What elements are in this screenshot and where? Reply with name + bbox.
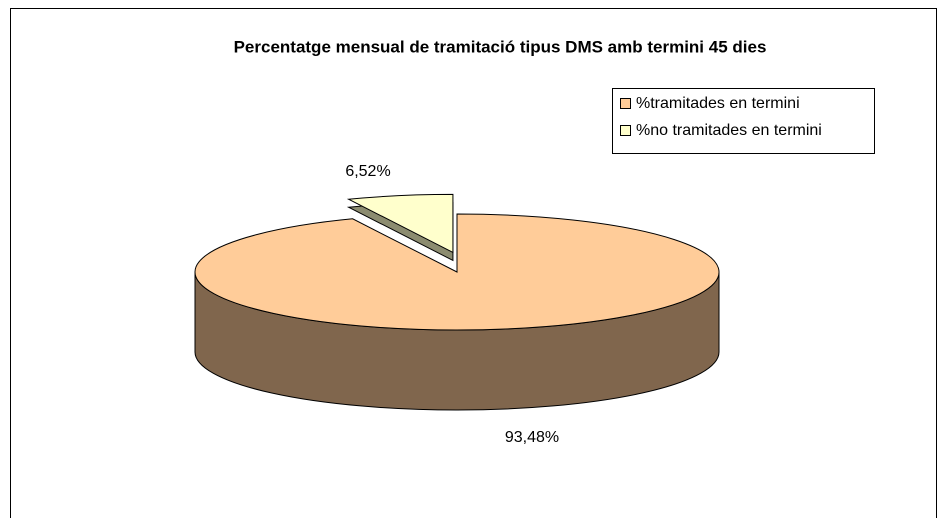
legend-label: %tramitades en termini xyxy=(636,95,800,112)
legend-swatch xyxy=(620,98,631,109)
data-label: 93,48% xyxy=(505,429,559,446)
pie-slice xyxy=(194,213,720,331)
data-label: 6,52% xyxy=(345,163,390,180)
chart-title: Percentatge mensual de tramitació tipus … xyxy=(234,37,767,56)
legend-swatch xyxy=(620,125,631,136)
pie-slice xyxy=(346,193,454,254)
legend-box xyxy=(612,88,875,154)
legend-label: %no tramitades en termini xyxy=(636,122,822,139)
